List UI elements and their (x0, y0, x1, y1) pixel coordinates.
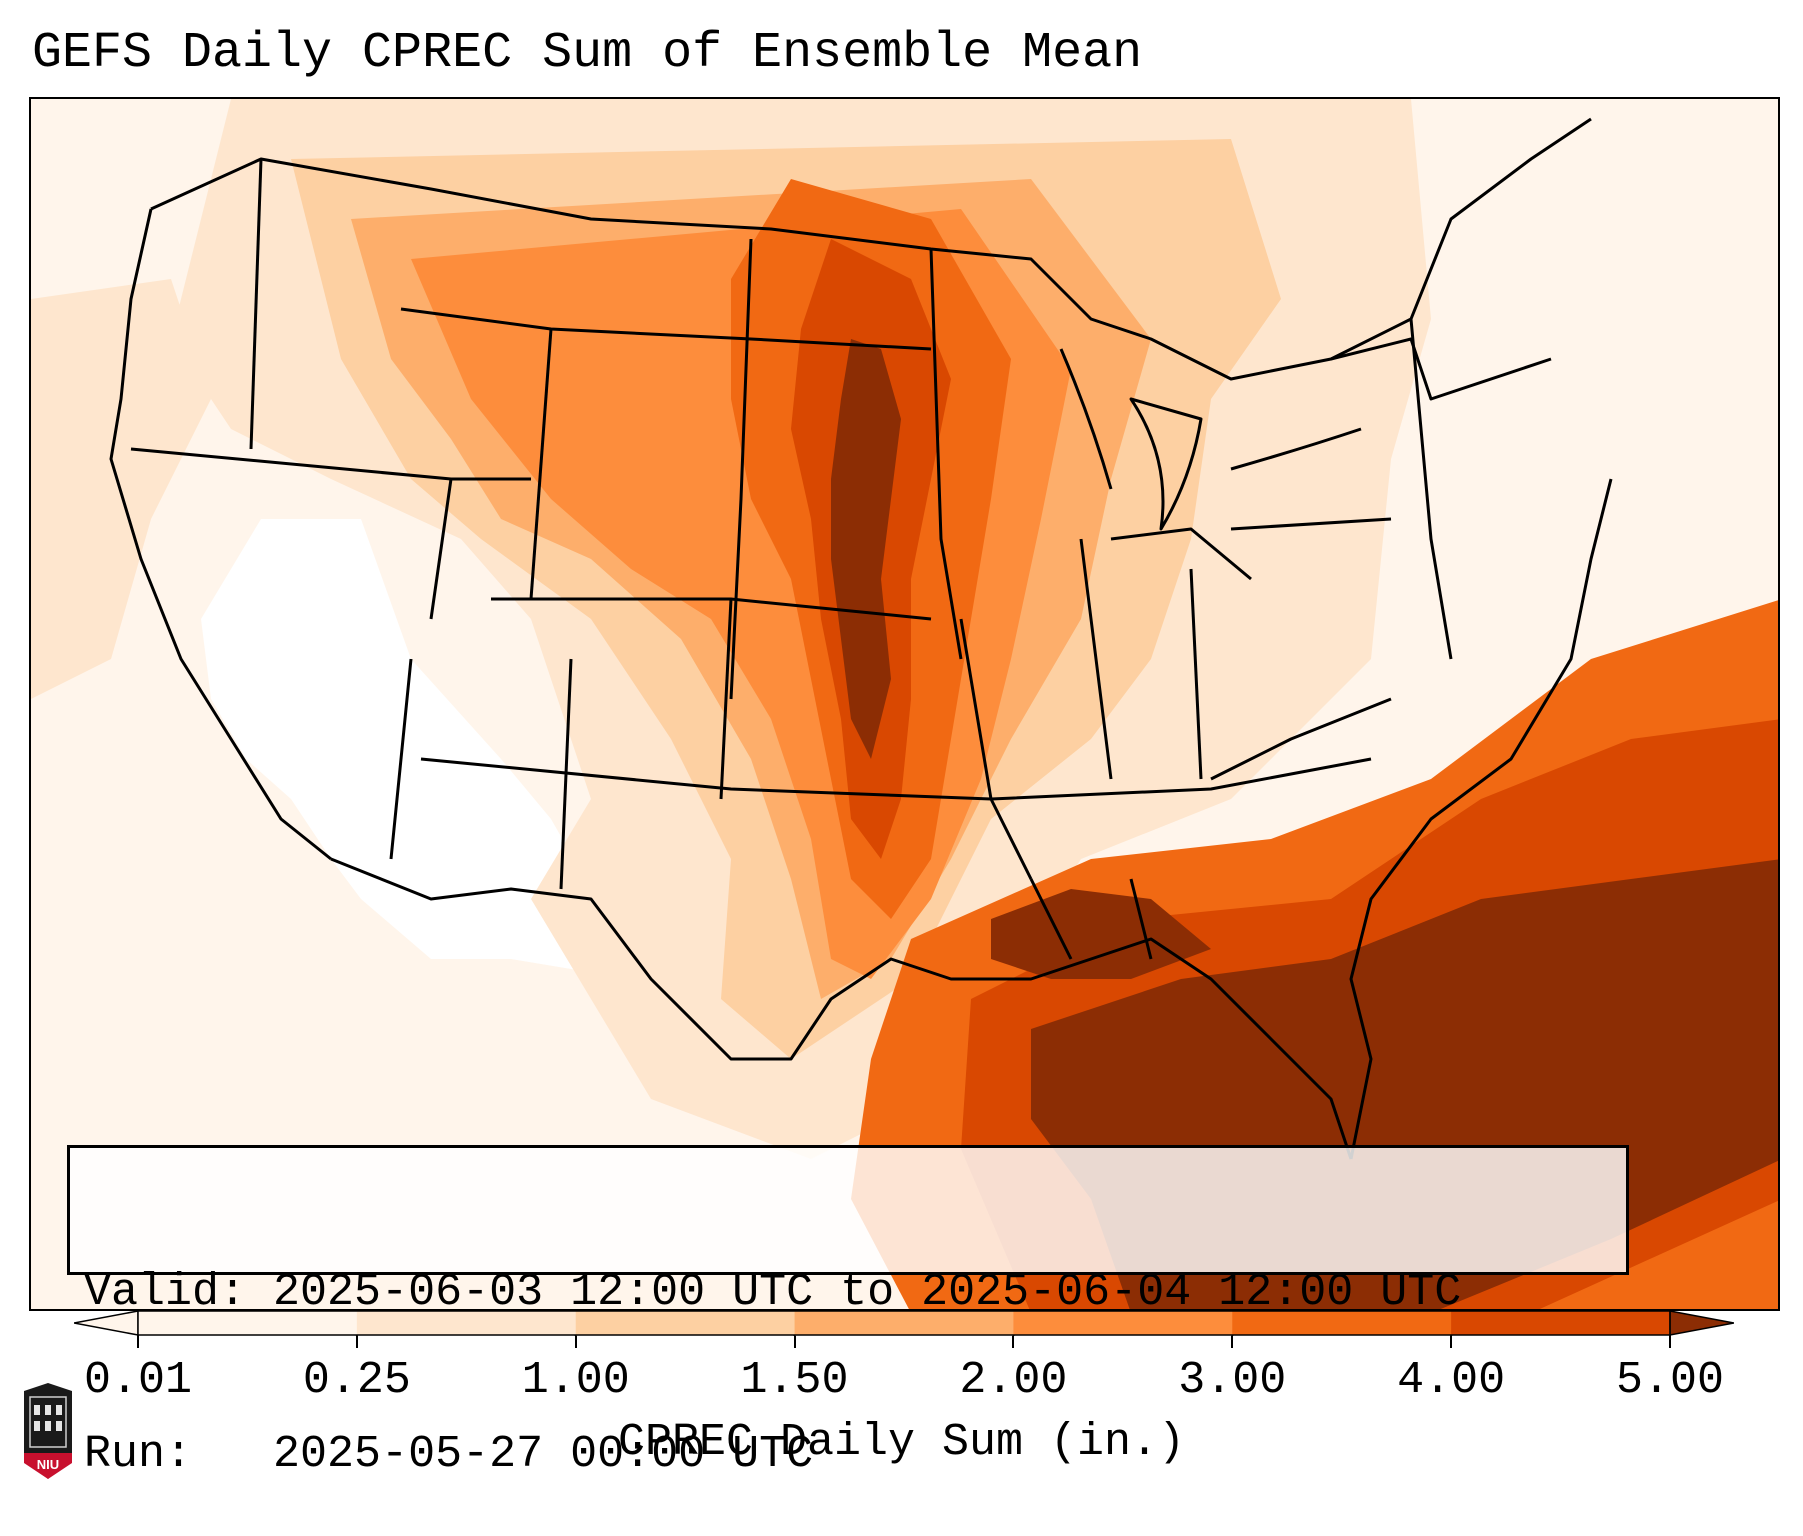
colorbar-tick-label: 0.01 (83, 1355, 193, 1406)
colorbar-tick-label: 1.00 (521, 1355, 630, 1406)
precip-map (29, 97, 1780, 1311)
colorbar-segment (1232, 1311, 1452, 1335)
colorbar-tick-mark (1012, 1336, 1015, 1348)
colorbar-segment (794, 1311, 1014, 1335)
precip-field (31, 99, 1778, 1309)
validity-info-box: Valid: 2025-06-03 12:00 UTC to 2025-06-0… (67, 1145, 1629, 1480)
colorbar-tick-mark (137, 1336, 139, 1348)
colorbar-segment (1451, 1311, 1671, 1335)
colorbar-segment (575, 1311, 796, 1335)
colorbar-extend-low (74, 1310, 139, 1336)
run-value: 2025-05-27 00:00 UTC (273, 1429, 814, 1480)
state-borders (109, 117, 1613, 1160)
colorbar (74, 1310, 1734, 1336)
colorbar-segment (356, 1311, 577, 1335)
precip-max-plains (831, 339, 901, 759)
colorbar-tick-mark (1669, 1336, 1671, 1348)
colorbar-segment (138, 1311, 358, 1335)
dry-area (201, 519, 651, 979)
colorbar-extend-high (1669, 1310, 1734, 1336)
colorbar-outline (137, 1310, 1671, 1336)
colorbar-tick-label: 4.00 (1397, 1355, 1506, 1406)
page-title: GEFS Daily CPREC Sum of Ensemble Mean (32, 25, 1143, 82)
run-label: Run: (84, 1429, 193, 1480)
colorbar-tick-mark (574, 1336, 577, 1348)
niu-logo-icon: NIU (24, 1383, 72, 1479)
colorbar-tick-label: 3.00 (1178, 1355, 1287, 1406)
colorbar-label: CPREC Daily Sum (in.) (617, 1417, 1186, 1468)
colorbar-tick-label: 2.00 (959, 1355, 1068, 1406)
colorbar-tick-label: 1.50 (740, 1355, 849, 1406)
colorbar-tick-mark (1231, 1336, 1234, 1348)
colorbar-tick-mark (1450, 1336, 1453, 1348)
colorbar-tick-label: 0.25 (302, 1355, 411, 1406)
colorbar-tick-mark (793, 1336, 796, 1348)
colorbar-tick-mark (355, 1336, 358, 1348)
valid-value: 2025-06-03 12:00 UTC to 2025-06-04 12:00… (273, 1267, 1462, 1318)
valid-label: Valid: (84, 1267, 247, 1318)
colorbar-tick-label: 5.00 (1615, 1355, 1725, 1406)
logo-text: NIU (37, 1457, 59, 1472)
valid-row: Valid: 2025-06-03 12:00 UTC to 2025-06-0… (84, 1266, 1626, 1320)
colorbar-segment (1013, 1311, 1233, 1335)
run-row: Run: 2025-05-27 00:00 UTC (84, 1428, 1626, 1482)
